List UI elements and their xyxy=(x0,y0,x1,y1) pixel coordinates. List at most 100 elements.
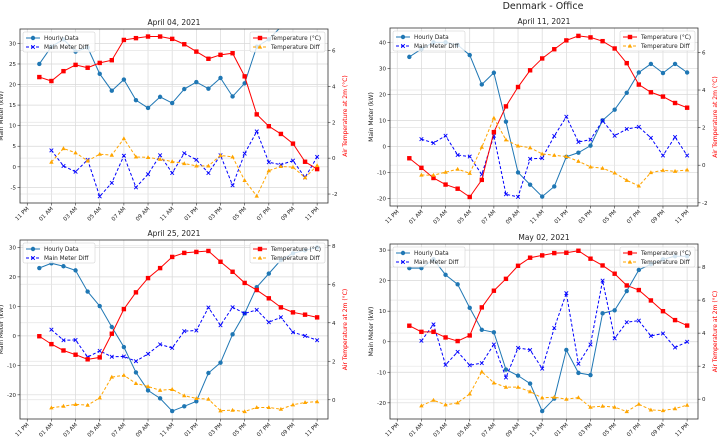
data-point xyxy=(527,255,533,260)
data-point xyxy=(61,68,66,74)
data-point xyxy=(242,151,247,156)
data-point xyxy=(672,406,678,411)
data-point xyxy=(230,407,235,412)
data-point xyxy=(145,388,151,393)
data-point xyxy=(37,334,42,339)
data-point xyxy=(206,56,211,61)
data-point xyxy=(552,133,557,139)
axes-frame xyxy=(389,27,699,207)
data-point xyxy=(49,78,54,84)
data-point xyxy=(400,34,406,40)
y-tick-label-right: 2 xyxy=(332,120,336,126)
subplot-title: April 25, 2021 xyxy=(148,229,201,238)
series-hourly-data xyxy=(37,245,320,414)
data-point xyxy=(455,166,460,171)
y-axis-label-right: Air Temperature at 2m (°C) xyxy=(712,76,719,157)
data-point xyxy=(539,395,545,400)
legend-entry: Main Meter Diff xyxy=(44,45,89,51)
data-point xyxy=(182,86,187,92)
data-point xyxy=(612,133,617,138)
y-tick-label-left: 5 xyxy=(13,144,17,150)
x-tick-label: 07 AM xyxy=(111,422,128,439)
data-point xyxy=(491,129,497,135)
data-point xyxy=(230,51,235,56)
data-point xyxy=(588,35,593,40)
data-point xyxy=(503,119,509,124)
data-point xyxy=(443,182,448,187)
data-point xyxy=(527,156,533,162)
data-point xyxy=(109,354,114,359)
data-point xyxy=(515,84,521,90)
x-tick-label: 11 AM xyxy=(529,209,546,226)
data-point xyxy=(242,81,247,86)
legend-right: Temperature (°C) Temperature Diff xyxy=(249,242,326,264)
data-point xyxy=(121,373,127,377)
y-tick-label-right: 8 xyxy=(702,265,706,271)
data-point xyxy=(194,79,199,85)
data-point xyxy=(660,167,666,172)
data-point xyxy=(30,246,36,252)
data-point xyxy=(564,154,569,159)
legend-entry: Main Meter Diff xyxy=(414,44,459,50)
x-tick-label: 01 PM xyxy=(554,422,570,438)
y-tick-label-left: 30 xyxy=(9,245,16,251)
y-tick-label-right: 8 xyxy=(332,244,336,250)
series-temperature-diff xyxy=(419,115,690,188)
data-point xyxy=(157,94,163,100)
x-tick-label: 01 PM xyxy=(184,206,200,222)
series-line xyxy=(39,246,318,412)
data-point xyxy=(672,100,678,106)
data-point xyxy=(49,341,54,347)
y-tick-label-right: -2 xyxy=(332,192,337,198)
data-point xyxy=(194,328,199,333)
plot-area xyxy=(407,33,690,200)
data-point xyxy=(218,360,223,365)
data-point xyxy=(182,393,187,398)
y-tick-label-left: 20 xyxy=(9,83,16,89)
data-point xyxy=(443,335,448,340)
data-point xyxy=(419,403,424,408)
x-tick-label: 05 AM xyxy=(457,422,474,439)
y-tick-label-right: 6 xyxy=(702,298,706,304)
data-point xyxy=(588,404,593,409)
data-point xyxy=(576,139,581,145)
data-point xyxy=(431,140,436,146)
data-point xyxy=(455,282,460,287)
data-point xyxy=(576,150,581,155)
data-point xyxy=(684,402,690,407)
data-point xyxy=(539,56,545,61)
y-tick-label-left: 20 xyxy=(379,92,386,98)
data-point xyxy=(419,137,424,142)
data-point xyxy=(515,345,521,350)
data-point xyxy=(455,400,460,405)
y-axis-label-left: Main Meter (kW) xyxy=(0,305,5,355)
y-tick-label-right: 6 xyxy=(702,50,706,56)
data-point xyxy=(419,329,424,335)
data-point xyxy=(612,308,617,313)
y-tick-label-left: 0 xyxy=(13,165,17,171)
data-point xyxy=(443,169,448,174)
subplot-title: April 11, 2021 xyxy=(518,17,571,26)
data-point xyxy=(182,250,187,256)
y-tick-label-left: 30 xyxy=(9,41,16,47)
data-point xyxy=(169,159,175,164)
y-tick-label-left: 25 xyxy=(9,62,16,68)
data-point xyxy=(479,144,484,149)
data-point xyxy=(61,403,66,408)
x-tick-label: 11 PM xyxy=(15,206,31,222)
data-point xyxy=(254,307,259,313)
data-point xyxy=(600,165,605,170)
data-point xyxy=(564,38,569,43)
data-point xyxy=(121,153,126,158)
data-point xyxy=(302,333,308,338)
data-point xyxy=(624,126,629,132)
data-point xyxy=(527,347,533,353)
data-point xyxy=(290,402,296,407)
data-point xyxy=(169,100,175,106)
x-tick-label: 05 PM xyxy=(232,422,248,438)
data-point xyxy=(242,280,247,286)
data-point xyxy=(612,107,617,112)
data-point xyxy=(479,369,484,374)
data-point xyxy=(218,408,223,413)
